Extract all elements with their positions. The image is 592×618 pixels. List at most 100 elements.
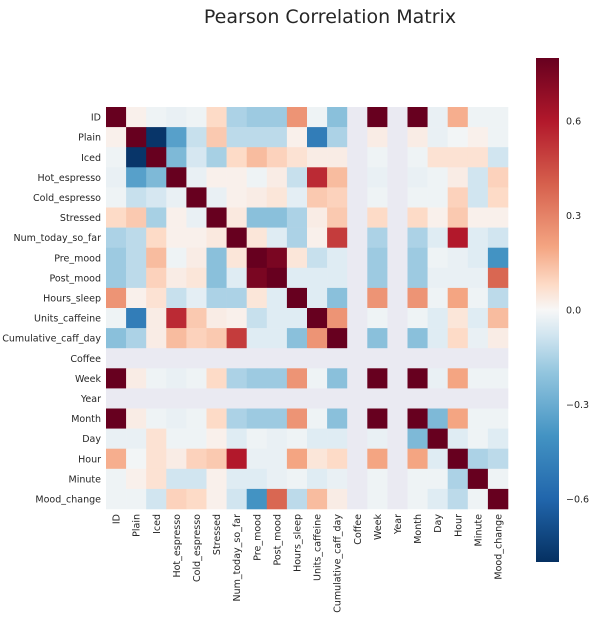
heatmap-cell [106,409,126,429]
heatmap-cell [367,489,387,509]
heatmap-cell [186,368,206,388]
heatmap-cell [367,449,387,469]
heatmap-cell [387,248,407,268]
heatmap-cell [106,348,126,368]
heatmap-cell [126,368,146,388]
heatmap-cell [247,167,267,187]
y-tick-label: Hours_sleep [43,293,101,304]
heatmap-cell [126,449,146,469]
heatmap-cell [207,308,227,328]
heatmap-cell [488,187,508,207]
heatmap-cell [408,469,428,489]
heatmap-cell [247,388,267,408]
heatmap-cell [488,368,508,388]
heatmap-cell [146,147,166,167]
heatmap-cell [428,187,448,207]
heatmap-cell [267,107,287,127]
heatmap-cell [166,469,186,489]
heatmap-cell [387,167,407,187]
heatmap-cell [448,167,468,187]
heatmap-cell [387,127,407,147]
heatmap-cell [468,308,488,328]
heatmap-cell [488,409,508,429]
heatmap-cell [146,228,166,248]
heatmap-cell [448,388,468,408]
x-tick-label: Cumulative_caff_day [333,514,344,613]
heatmap-cell [186,147,206,167]
heatmap-cell [287,268,307,288]
x-tick-label: Cold_espresso [192,514,203,582]
heatmap-cell [347,288,367,308]
heatmap-cell [287,208,307,228]
heatmap-cell [106,388,126,408]
heatmap-cell [488,147,508,167]
heatmap-cell [247,328,267,348]
x-tick-label: Plain [132,514,143,537]
heatmap-cell [327,208,347,228]
heatmap-cell [307,127,327,147]
x-tick-label: Post_mood [272,514,283,566]
heatmap-cell [347,268,367,288]
heatmap-cell [126,167,146,187]
heatmap-cell [428,308,448,328]
heatmap-cell [408,107,428,127]
heatmap-cell [408,388,428,408]
y-tick-label: Iced [81,153,101,164]
heatmap-cell [146,187,166,207]
heatmap-cell [186,328,206,348]
y-tick-label: Coffee [70,354,101,365]
heatmap-cell [428,368,448,388]
heatmap-cell [428,429,448,449]
x-tick-label: Units_caffeine [313,514,324,581]
heatmap-cell [106,107,126,127]
heatmap-cell [106,308,126,328]
heatmap-cell [468,147,488,167]
heatmap-cell [207,328,227,348]
heatmap-cell [227,348,247,368]
heatmap-cell [267,288,287,308]
heatmap-cell [247,368,267,388]
heatmap-cell [227,489,247,509]
y-tick-label: Num_today_so_far [14,233,102,244]
heatmap-cell [468,409,488,429]
colorbar-tick-label: −0.6 [566,495,589,506]
heatmap-cell [126,429,146,449]
heatmap-cell [327,268,347,288]
heatmap-cell [327,147,347,167]
heatmap-cell [146,107,166,127]
heatmap-cell [146,288,166,308]
x-tick-label: Year [393,514,404,535]
heatmap-cell [448,288,468,308]
heatmap-cell [267,167,287,187]
y-tick-label: Units_caffeine [34,314,101,325]
heatmap-cell [428,288,448,308]
heatmap-cell [227,248,247,268]
heatmap-cell [166,368,186,388]
heatmap-cell [408,348,428,368]
heatmap-cell [227,449,247,469]
heatmap-cell [307,248,327,268]
heatmap-cell [448,449,468,469]
heatmap-cell [227,147,247,167]
heatmap-cell [367,348,387,368]
heatmap-cell [428,489,448,509]
heatmap-cell [186,308,206,328]
heatmap-cell [367,228,387,248]
heatmap-cell [106,268,126,288]
heatmap-cell [186,208,206,228]
heatmap-cell [428,388,448,408]
heatmap-cell [207,409,227,429]
heatmap-cell [287,449,307,469]
heatmap-cell [126,107,146,127]
heatmap-cell [468,449,488,469]
heatmap-cell [166,449,186,469]
heatmap-cell [367,127,387,147]
heatmap-cell [408,288,428,308]
y-tick-label: Cumulative_caff_day [2,334,101,345]
heatmap-cell [448,348,468,368]
heatmap-cell [307,208,327,228]
heatmap-cell [227,268,247,288]
heatmap-cell [207,208,227,228]
heatmap-cell [227,208,247,228]
